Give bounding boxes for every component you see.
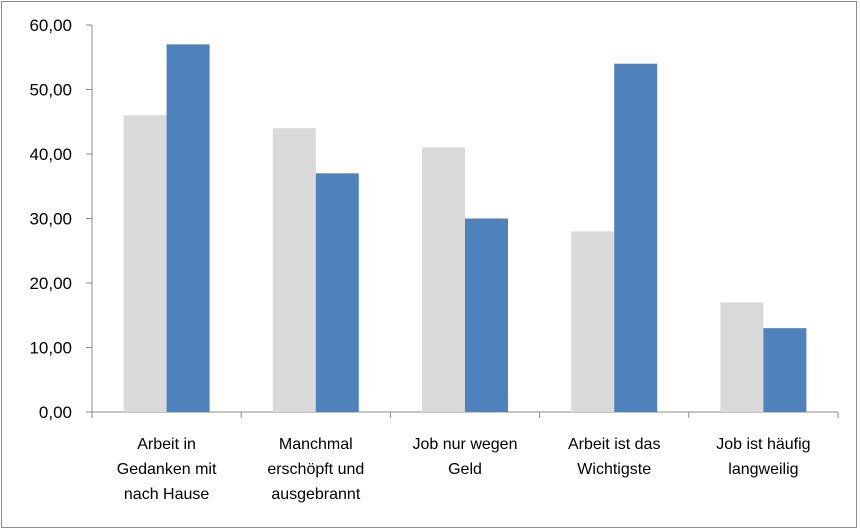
x-category-label-line: Job ist häufig (716, 436, 810, 453)
x-category-label: Arbeit in Gedanken mit nach Hause (117, 436, 217, 503)
x-category-label-line: nach Hause (124, 486, 209, 503)
bars (123, 44, 807, 413)
y-tick-label: 20,00 (29, 274, 72, 293)
x-category-label-line: Manchmal (279, 436, 353, 453)
x-category-label-line: Arbeit ist das (568, 436, 660, 453)
bar-series2-cat2 (315, 173, 359, 412)
bar-series1-cat4 (571, 231, 615, 412)
y-tick-label: 50,00 (29, 81, 72, 100)
y-tick-label: 10,00 (29, 339, 72, 358)
bar-series1-cat5 (720, 302, 764, 412)
x-category-label-line: Job nur wegen (413, 436, 518, 453)
y-tick-label: 40,00 (29, 145, 72, 164)
x-category-label-line: langweilig (728, 461, 798, 478)
x-category-label-line: ausgebrannt (271, 486, 361, 503)
bar-series2-cat4 (614, 63, 658, 412)
y-axis-ticks: 0,00 10,00 20,00 30,00 40,00 50,00 60,00 (29, 16, 92, 422)
x-category-label-line: Wichtigste (577, 461, 651, 478)
x-category-label: Job ist häufig langweilig (716, 436, 810, 478)
bar-series2-cat5 (763, 328, 807, 412)
x-category-label-line: Gedanken mit (117, 461, 217, 478)
x-category-label-line: erschöpft und (267, 461, 364, 478)
bar-series2-cat1 (166, 44, 210, 412)
y-tick-label: 0,00 (39, 403, 72, 422)
bar-series2-cat3 (465, 218, 508, 412)
x-category-label: Job nur wegen Geld (413, 436, 518, 478)
x-category-label: Arbeit ist das Wichtigste (568, 436, 660, 478)
x-category-label: Manchmal erschöpft und ausgebrannt (267, 436, 364, 503)
bar-series1-cat1 (123, 115, 167, 413)
x-category-label-line: Arbeit in (137, 436, 196, 453)
bar-series1-cat3 (422, 147, 465, 413)
x-category-label-line: Geld (448, 461, 482, 478)
y-tick-label: 60,00 (29, 16, 72, 35)
bar-series1-cat2 (272, 128, 316, 412)
y-tick-label: 30,00 (29, 210, 72, 229)
x-axis-labels: Arbeit in Gedanken mit nach Hause Manchmal e… (117, 436, 811, 503)
